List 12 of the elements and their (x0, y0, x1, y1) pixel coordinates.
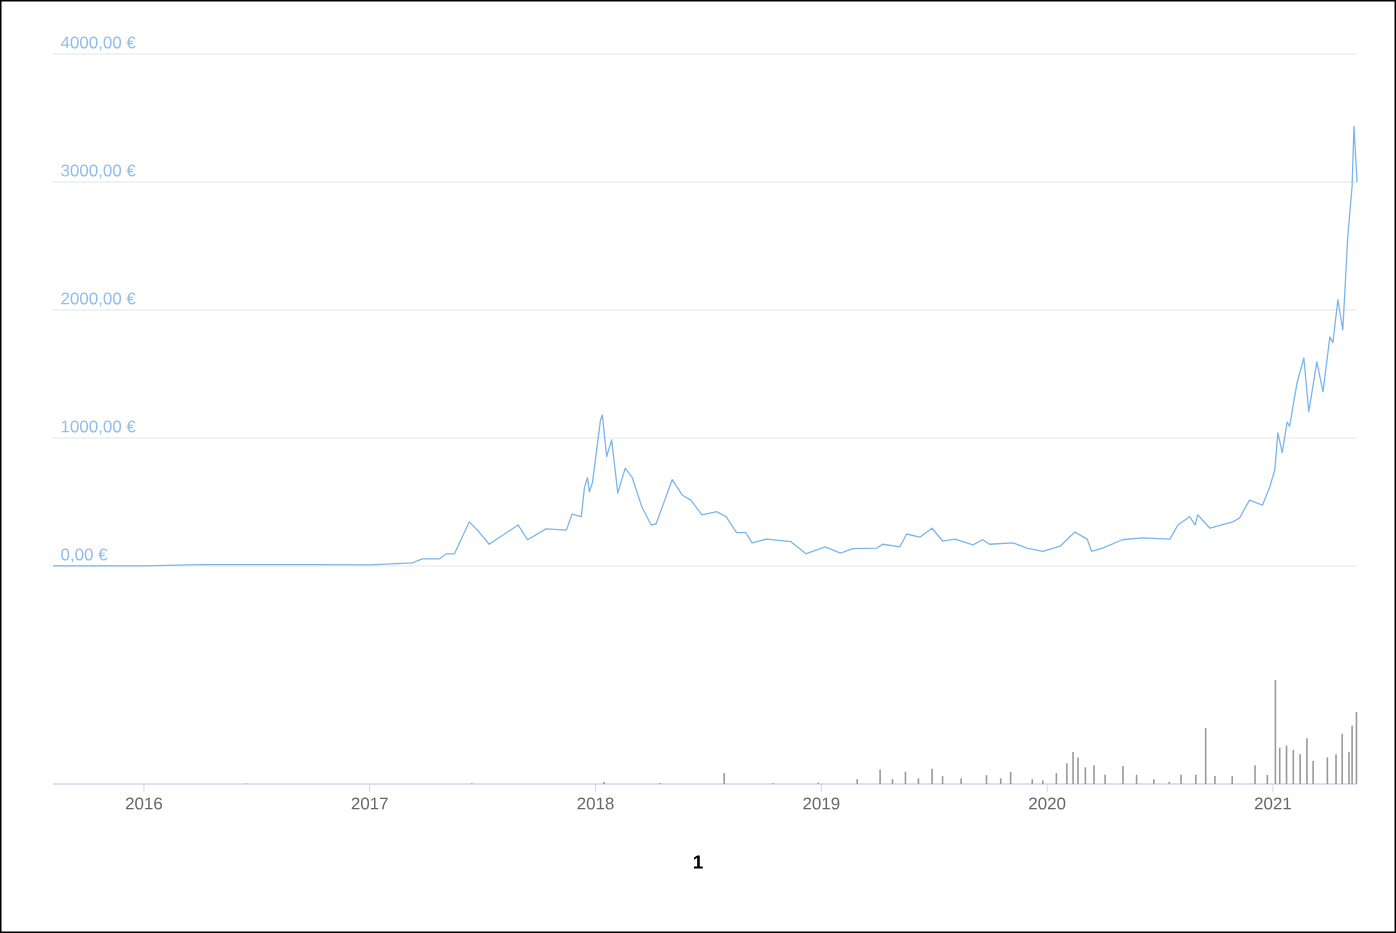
x-tick-label: 2017 (351, 797, 388, 810)
x-tick-label: 2019 (803, 797, 840, 810)
y-tick-label: 4000,00 € (60, 36, 136, 51)
x-tick-label: 2016 (125, 797, 163, 810)
y-tick-label: 2000,00 € (61, 292, 136, 307)
y-tick-label: 1000,00 € (61, 420, 136, 435)
x-tick-label: 2021 (1254, 797, 1291, 810)
y-tick-label: 0,00 € (61, 548, 108, 563)
y-tick-label: 3000,00 € (61, 164, 136, 179)
x-tick-label: 2020 (1029, 797, 1066, 810)
text: 1 (693, 855, 703, 869)
x-tick-label: 2018 (577, 797, 614, 810)
